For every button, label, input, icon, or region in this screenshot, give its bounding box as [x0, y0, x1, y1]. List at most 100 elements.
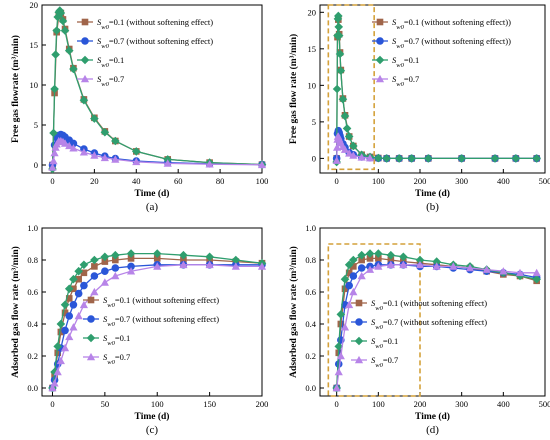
legend-label: Sw0=0.7 (without softening effect)	[371, 317, 487, 331]
y-axis-label: Adsorbed gas flow rate (m³/min)	[10, 246, 21, 378]
data-point	[69, 64, 78, 74]
legend-label: Sw0=0.7	[103, 352, 130, 366]
data-point	[163, 159, 172, 167]
legend-marker	[86, 333, 96, 343]
x-tick-label: 150	[203, 399, 216, 409]
data-point	[48, 383, 57, 392]
legend-label: Sw0=0.1 (without softening effect)	[103, 295, 219, 309]
data-point	[457, 154, 466, 163]
data-point	[532, 154, 541, 163]
x-tick-label: 500	[539, 399, 550, 409]
data-point	[349, 141, 358, 151]
series-line	[51, 257, 263, 389]
data-point	[79, 95, 89, 105]
data-point	[358, 256, 365, 264]
data-point	[357, 153, 366, 161]
data-point	[432, 262, 441, 270]
data-point	[65, 312, 74, 320]
data-point	[432, 257, 441, 266]
data-point	[515, 268, 525, 277]
legend-marker	[354, 355, 364, 364]
y-tick-label: 20	[308, 7, 317, 17]
x-tick-label: 300	[455, 176, 468, 186]
data-point	[205, 252, 214, 262]
data-point	[90, 255, 99, 265]
data-point	[60, 26, 70, 35]
data-point	[374, 262, 383, 270]
y-tick-label: 1.0	[305, 223, 316, 233]
data-point	[69, 144, 78, 152]
x-tick-label: 300	[455, 399, 468, 409]
y-tick-label: 0.2	[27, 351, 38, 361]
data-point	[75, 275, 82, 283]
plot-frame	[319, 4, 546, 174]
data-point	[52, 26, 61, 35]
data-point	[231, 255, 241, 265]
data-point	[179, 250, 188, 260]
data-point	[126, 267, 136, 275]
data-point	[257, 262, 267, 270]
data-point	[399, 252, 408, 262]
data-point	[532, 268, 541, 277]
data-point	[60, 139, 70, 147]
data-point	[64, 46, 74, 55]
data-point	[342, 124, 352, 133]
y-tick-label: 0.6	[305, 287, 316, 297]
data-point	[111, 155, 120, 163]
data-point	[335, 49, 345, 59]
legend-marker	[87, 296, 95, 304]
legend-label: Sw0=0.7	[371, 355, 398, 369]
y-tick-label: 15	[308, 44, 317, 54]
data-point	[344, 260, 354, 270]
data-point	[345, 281, 353, 290]
x-axis-label: Time (d)	[415, 188, 450, 199]
data-point	[340, 274, 350, 284]
data-point	[90, 287, 99, 296]
data-point	[100, 278, 109, 286]
x-tick-label: 400	[497, 399, 510, 409]
highlight-box	[327, 243, 421, 397]
data-point	[332, 143, 342, 151]
data-point	[127, 262, 135, 271]
data-point	[334, 342, 344, 351]
data-point	[65, 295, 73, 302]
data-point	[111, 271, 120, 280]
legend-label: Sw0=0.1	[103, 333, 130, 347]
data-point	[357, 250, 366, 260]
x-tick-label: 0	[50, 399, 54, 409]
panel-label: (c)	[146, 424, 159, 436]
y-tick-label: 0.4	[27, 319, 38, 329]
data-point	[90, 272, 99, 280]
plot-frame	[41, 4, 263, 174]
data-point	[50, 148, 59, 157]
data-point	[179, 260, 188, 269]
data-point	[56, 356, 65, 365]
legend-label: Sw0=0.7 (without softening effect)	[97, 36, 213, 50]
legend-marker	[375, 55, 385, 65]
data-point	[51, 50, 60, 59]
data-point	[345, 149, 354, 157]
legend-label: Sw0=0.7	[97, 74, 124, 88]
y-tick-label: 20	[30, 0, 39, 10]
data-point	[340, 145, 350, 153]
data-point	[482, 265, 491, 273]
data-point	[53, 12, 63, 22]
data-point	[69, 323, 78, 331]
x-tick-label: 80	[216, 176, 225, 186]
data-point	[48, 163, 57, 171]
data-point	[64, 284, 74, 294]
data-point	[345, 269, 353, 277]
data-point	[349, 151, 358, 159]
y-tick-label: 0.8	[305, 255, 316, 265]
data-point	[74, 311, 83, 320]
data-point	[349, 255, 358, 265]
x-axis-label: Time (d)	[415, 411, 450, 422]
data-point	[79, 260, 89, 270]
y-tick-label: 5	[34, 120, 38, 130]
y-tick-label: 0.8	[27, 255, 38, 265]
legend-label: Sw0=0.1 (without softening effect))	[392, 17, 511, 31]
data-point	[152, 249, 162, 258]
data-point	[69, 301, 78, 309]
data-point	[336, 351, 345, 360]
plot-frame	[319, 227, 546, 397]
